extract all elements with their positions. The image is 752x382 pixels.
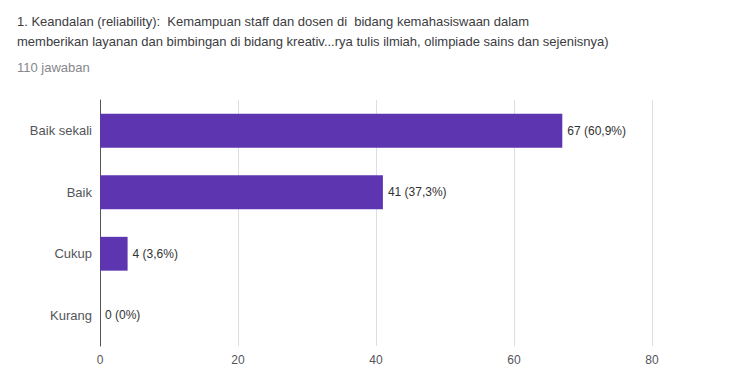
svg-text:67 (60,9%): 67 (60,9%): [567, 124, 626, 138]
svg-text:0 (0%): 0 (0%): [105, 308, 140, 322]
svg-text:1. Keandalan (reliability): K: 1. Keandalan (reliability): Kemampuan st…: [17, 14, 529, 29]
svg-text:40: 40: [369, 353, 383, 367]
svg-text:Baik: Baik: [67, 185, 93, 200]
svg-text:Baik sekali: Baik sekali: [30, 123, 92, 138]
svg-text:memberikan layanan dan bimbing: memberikan layanan dan bimbingan di bida…: [17, 34, 609, 49]
svg-text:0: 0: [97, 353, 104, 367]
svg-text:80: 80: [645, 353, 659, 367]
svg-text:4 (3,6%): 4 (3,6%): [133, 247, 178, 261]
svg-text:Kurang: Kurang: [50, 308, 92, 323]
svg-text:20: 20: [231, 353, 245, 367]
svg-text:Cukup: Cukup: [54, 246, 92, 261]
svg-text:41 (37,3%): 41 (37,3%): [388, 185, 447, 199]
svg-text:60: 60: [507, 353, 521, 367]
svg-text:110 jawaban: 110 jawaban: [17, 60, 90, 75]
